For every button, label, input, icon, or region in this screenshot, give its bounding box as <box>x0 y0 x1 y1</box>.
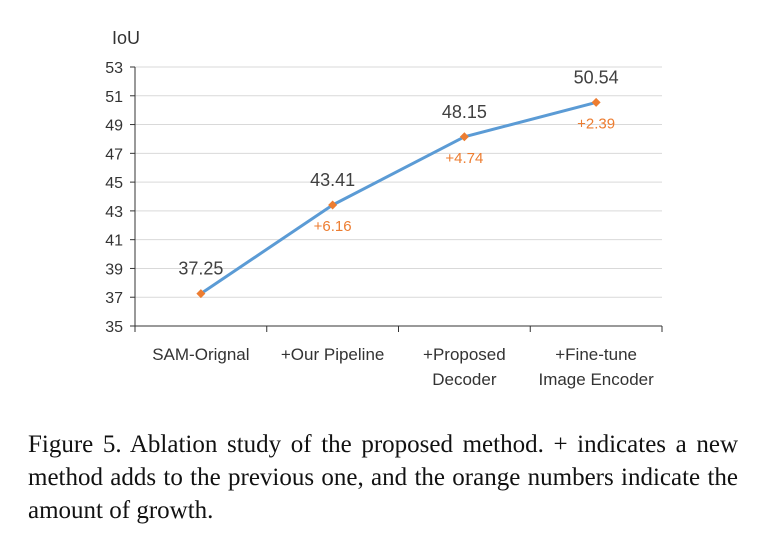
x-category-label: +Fine-tune Image Encoder <box>538 345 654 389</box>
data-point-marker <box>328 200 338 210</box>
data-labels: 37.25 43.41 +6.16 48.15 +4.74 50.54 +2.39 <box>178 67 618 278</box>
y-tick-label: 51 <box>105 89 123 106</box>
x-category-label: SAM-Orignal <box>152 345 249 364</box>
y-tick-label: 35 <box>105 319 123 336</box>
y-axis-label: IoU <box>112 28 140 48</box>
y-tick-label: 43 <box>105 204 123 221</box>
data-point-marker <box>591 97 601 107</box>
x-category-labels: SAM-Orignal +Our Pipeline +Proposed Decoder… <box>152 345 654 389</box>
value-label: 43.41 <box>310 170 355 190</box>
y-tick-label: 53 <box>105 60 123 77</box>
growth-label: +2.39 <box>577 115 615 132</box>
y-tick-label: 45 <box>105 175 123 192</box>
gridlines <box>135 66 662 298</box>
growth-label: +4.74 <box>445 150 483 167</box>
series-iou <box>196 97 601 299</box>
y-tick-label: 37 <box>105 290 123 307</box>
x-category-label: +Our Pipeline <box>281 345 384 364</box>
y-tick-label: 41 <box>105 233 123 250</box>
y-tick-labels: 35 37 39 41 43 45 47 49 51 53 <box>105 60 123 336</box>
y-tick-label: 47 <box>105 146 123 163</box>
growth-label: +6.16 <box>314 218 352 235</box>
data-point-marker <box>459 132 469 142</box>
y-tick-label: 39 <box>105 261 123 278</box>
y-tick-label: 49 <box>105 118 123 135</box>
value-label: 48.15 <box>442 102 487 122</box>
iou-line-chart: 35 37 39 41 43 45 47 49 51 53 SAM-Orignal +Our Pip… <box>105 28 663 389</box>
value-label: 37.25 <box>178 259 223 279</box>
series-line <box>200 100 597 295</box>
value-label: 50.54 <box>574 67 619 87</box>
data-point-marker <box>196 289 206 299</box>
axes <box>130 66 663 332</box>
x-category-label: +Proposed Decoder <box>423 345 506 389</box>
figure-caption: Figure 5. Ablation study of the proposed… <box>28 431 738 524</box>
